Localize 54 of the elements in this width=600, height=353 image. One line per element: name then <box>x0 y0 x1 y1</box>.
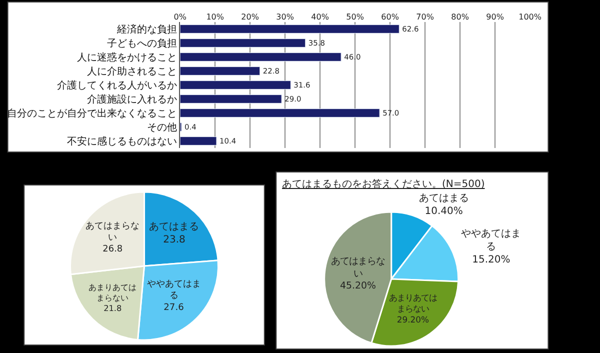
bar <box>180 108 380 118</box>
data-label: 23.8 <box>163 234 186 246</box>
y-tick-label: 人に介助されること <box>87 66 178 78</box>
slice-label: ややあてはまる <box>146 279 201 302</box>
x-tick-label: 20% <box>241 12 260 22</box>
slice-label: あてはまらない <box>331 256 386 280</box>
bar <box>180 24 400 34</box>
slice-label: あまりあてはまらない <box>388 292 437 314</box>
data-label: 27.6 <box>164 302 184 313</box>
y-tick-label: 不安に感じるものはない <box>67 136 178 148</box>
chart-title: あてはまるものをお答えください。(N=500) <box>282 178 485 190</box>
bar <box>180 52 342 62</box>
slice-label: あてはまる <box>418 192 469 204</box>
slice-label: あてはまる <box>149 222 200 233</box>
y-tick-label: 介護施設に入れるか <box>87 94 178 106</box>
y-tick-label: 介護してくれる人がいるか <box>57 80 178 92</box>
data-label: 10.40% <box>424 206 463 217</box>
data-label: 29.20% <box>396 314 429 325</box>
data-label: 46.0 <box>344 52 361 62</box>
data-label: 35.8 <box>308 38 326 48</box>
bar <box>180 136 217 146</box>
data-label: 21.8 <box>104 303 122 314</box>
data-label: 29.0 <box>284 94 302 104</box>
data-label: 10.4 <box>219 136 236 146</box>
x-tick-label: 70% <box>416 12 434 22</box>
x-tick-label: 60% <box>381 12 400 22</box>
y-tick-label: 子どもへの負担 <box>107 38 178 50</box>
bar <box>180 94 282 104</box>
data-label: 57.0 <box>382 108 400 118</box>
bar <box>180 38 306 48</box>
x-tick-label: 80% <box>451 12 470 22</box>
data-label: 62.6 <box>402 24 420 34</box>
data-label: 22.8 <box>262 66 280 76</box>
x-tick-label: 40% <box>311 12 330 22</box>
y-tick-label: その他 <box>147 122 178 134</box>
data-label: 15.20% <box>472 254 510 266</box>
x-tick-label: 50% <box>346 12 364 22</box>
x-tick-label: 10% <box>206 12 224 22</box>
x-tick-label: 90% <box>486 12 504 22</box>
x-tick-label: 30% <box>276 12 294 22</box>
data-label: 45.20% <box>340 280 376 292</box>
x-tick-label: 100% <box>518 12 542 22</box>
slice-label: あまりあてはまらない <box>88 282 137 302</box>
bar <box>180 80 291 90</box>
data-label: 26.8 <box>102 244 123 255</box>
y-tick-label: 自分のことが自分で出来なくなること <box>7 108 178 120</box>
data-label: 0.4 <box>184 122 197 132</box>
slice-label: ややあてはまる <box>461 228 522 253</box>
x-tick-label: 0% <box>174 12 187 22</box>
y-tick-label: 人に迷惑をかけること <box>77 52 178 64</box>
y-tick-label: 経済的な負担 <box>116 24 178 36</box>
bar <box>180 66 260 76</box>
data-label: 31.6 <box>294 80 311 90</box>
slice-label: あてはまらない <box>86 221 140 244</box>
